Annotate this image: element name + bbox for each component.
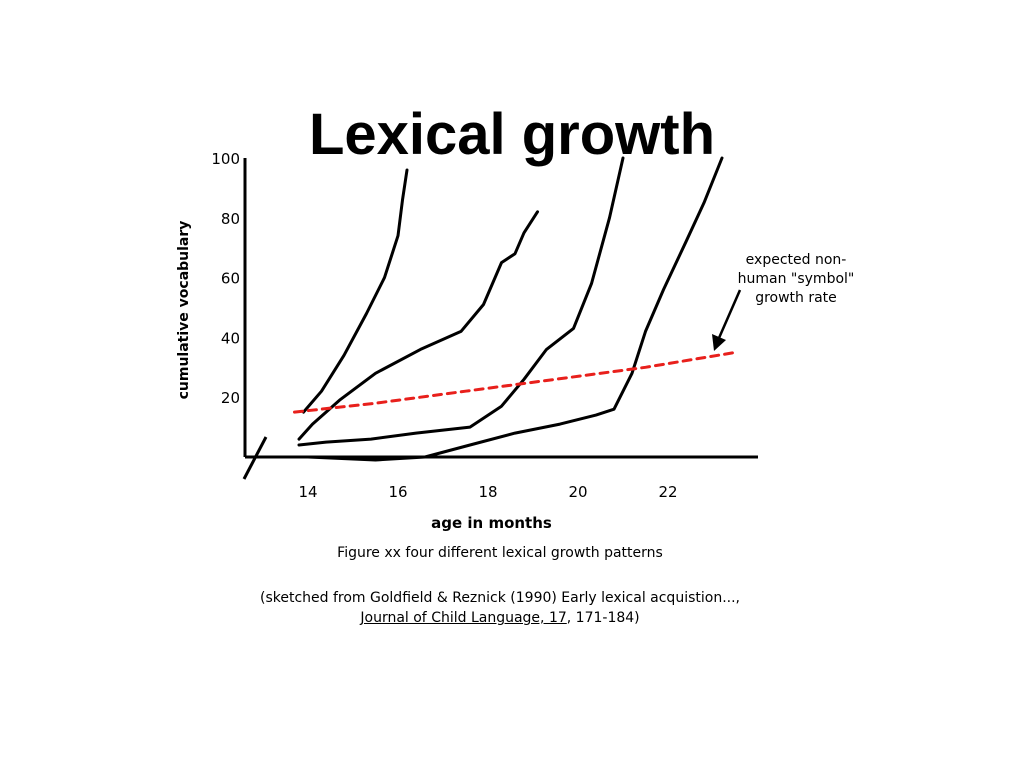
annotation-label: human "symbol" bbox=[738, 271, 855, 287]
annotation-label: growth rate bbox=[755, 290, 837, 306]
annotation-arrow bbox=[717, 289, 742, 339]
source-citation: (sketched from Goldfield & Reznick (1990… bbox=[259, 590, 740, 606]
x-tick-label: 14 bbox=[298, 483, 317, 501]
y-axis-label: cumulative vocabulary bbox=[176, 221, 192, 400]
y-tick-label: 20 bbox=[221, 389, 240, 407]
x-tick-label: 20 bbox=[568, 483, 587, 501]
y-tick-label: 40 bbox=[221, 329, 240, 347]
x-tick-label: 18 bbox=[478, 483, 497, 501]
annotation-arrowhead bbox=[712, 334, 726, 351]
y-tick-label: 80 bbox=[221, 210, 240, 228]
slide-title: Lexical growth bbox=[308, 102, 716, 167]
chart-annotation: expected non-human "symbol" growth rate bbox=[712, 252, 854, 351]
growth-curve-1 bbox=[302, 168, 409, 414]
journal-pages: , 171-184) bbox=[566, 610, 640, 626]
expected-growth-line bbox=[293, 350, 737, 414]
chart-axes: 20 40 60 80 100 14 16 18 20 22 cumulative vocabula… bbox=[176, 150, 758, 532]
growth-curve-3 bbox=[297, 156, 625, 447]
annotation-label: expected non- bbox=[746, 252, 847, 268]
y-tick-label: 100 bbox=[211, 150, 240, 168]
x-tick-label: 16 bbox=[388, 483, 407, 501]
journal-citation: Journal of Child Language, 17, 171-184) bbox=[0, 610, 1000, 626]
journal-name: Journal of Child Language, 17 bbox=[360, 610, 567, 626]
x-tick-label: 22 bbox=[658, 483, 677, 501]
chart-series bbox=[293, 156, 737, 462]
growth-curve-4 bbox=[306, 156, 724, 462]
y-tick-label: 60 bbox=[221, 270, 240, 288]
axis-break-mark bbox=[242, 436, 268, 480]
x-axis-label: age in months bbox=[431, 514, 552, 532]
figure-caption: Figure xx four different lexical growth … bbox=[337, 545, 663, 561]
